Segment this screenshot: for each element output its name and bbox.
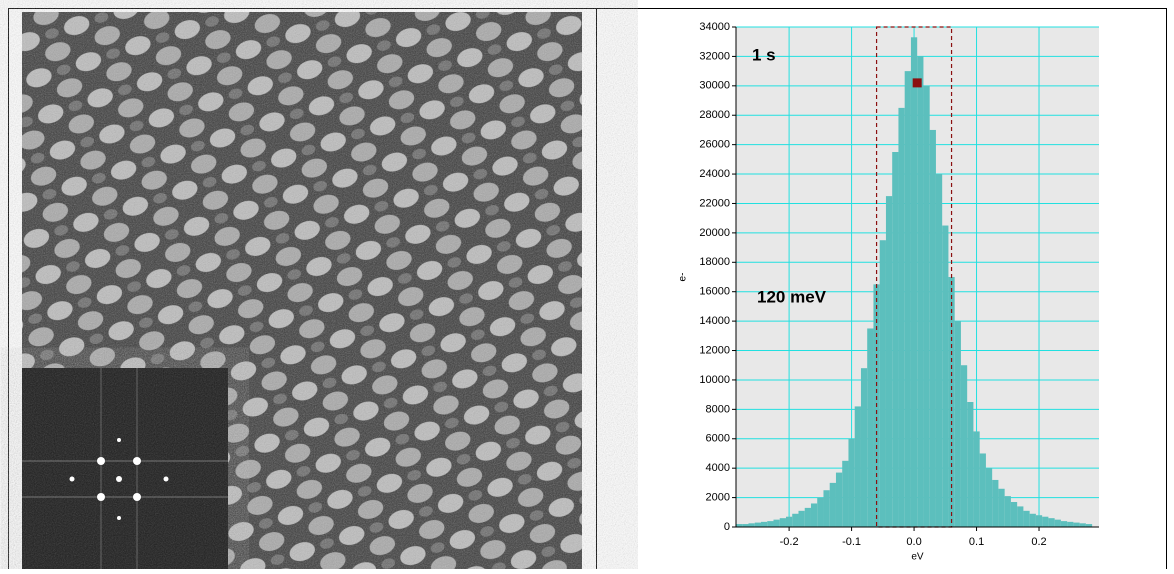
bar <box>867 328 874 527</box>
y-tick-label: 2000 <box>706 491 730 503</box>
bar <box>748 523 755 527</box>
bar <box>973 431 980 527</box>
bar <box>935 174 943 527</box>
y-tick-label: 22000 <box>699 197 730 209</box>
bar <box>1029 513 1036 527</box>
bar <box>879 240 886 527</box>
y-tick-label: 12000 <box>699 344 730 356</box>
bar <box>1060 521 1068 527</box>
bar <box>1035 515 1043 527</box>
y-tick-label: 16000 <box>699 286 730 298</box>
y-tick-label: 0 <box>724 521 730 533</box>
bar <box>979 453 986 527</box>
histogram-chart: 0 2000 4000 6000 8000 10000 12000 14000 16000 180… <box>678 21 1099 563</box>
bar <box>929 129 936 528</box>
bar <box>942 225 949 527</box>
bar <box>1010 502 1018 527</box>
bar <box>1004 496 1011 527</box>
annotation: 120 meV <box>757 287 827 306</box>
y-tick-label: 8000 <box>706 403 730 415</box>
bar <box>885 196 893 527</box>
bar <box>773 519 780 527</box>
x-tick-label: -0.2 <box>780 536 799 548</box>
bar <box>967 402 974 527</box>
bar <box>804 507 811 527</box>
micrograph <box>22 12 582 569</box>
x-tick-label: 0.0 <box>906 536 921 548</box>
bar <box>1017 506 1024 527</box>
bar <box>992 479 999 527</box>
bar <box>960 365 968 527</box>
bar <box>754 522 761 527</box>
bar <box>985 468 993 527</box>
bar <box>904 71 911 527</box>
y-tick-label: 6000 <box>706 433 730 445</box>
bar <box>842 460 849 527</box>
bar <box>910 37 918 527</box>
x-tick-label: -0.1 <box>842 536 861 548</box>
bar <box>829 482 836 527</box>
bar <box>817 497 824 527</box>
bar <box>1079 523 1086 527</box>
bar <box>1048 518 1055 527</box>
bar <box>998 488 1005 527</box>
y-tick-label: 14000 <box>699 315 730 327</box>
x-axis-label: eV <box>911 552 924 563</box>
bar <box>810 503 818 527</box>
cursor-marker <box>912 78 922 88</box>
bar <box>767 521 774 527</box>
bar <box>823 490 830 527</box>
bar <box>792 513 799 527</box>
bar <box>1023 510 1030 527</box>
bar <box>898 107 905 527</box>
bar <box>954 321 961 527</box>
bar <box>1042 516 1049 527</box>
bar <box>835 472 843 527</box>
annotation: 1 s <box>752 45 776 64</box>
bar <box>1067 521 1074 527</box>
bar <box>1073 522 1080 527</box>
y-tick-label: 30000 <box>699 80 730 92</box>
bar <box>1085 524 1093 527</box>
bar <box>742 524 749 527</box>
y-tick-label: 34000 <box>699 21 730 33</box>
bar <box>848 438 855 527</box>
bar <box>798 510 805 527</box>
bar <box>736 524 743 527</box>
y-tick-label: 18000 <box>699 256 730 268</box>
bar <box>860 368 868 527</box>
y-tick-label: 32000 <box>699 50 730 62</box>
y-axis-label: e- <box>678 273 689 282</box>
bar <box>892 152 899 527</box>
bar <box>779 518 786 527</box>
y-tick-label: 24000 <box>699 168 730 180</box>
bar <box>917 56 924 527</box>
y-tick-label: 4000 <box>706 462 730 474</box>
bar <box>854 406 861 527</box>
bar <box>760 521 768 527</box>
x-tick-label: 0.1 <box>969 536 984 548</box>
bar <box>1054 519 1061 527</box>
y-tick-label: 26000 <box>699 139 730 151</box>
y-tick-label: 10000 <box>699 374 730 386</box>
y-tick-label: 20000 <box>699 227 730 239</box>
bar <box>923 85 930 527</box>
bar <box>785 516 793 527</box>
frame <box>8 8 1167 574</box>
x-tick-label: 0.2 <box>1031 536 1046 548</box>
y-tick-label: 28000 <box>699 109 730 121</box>
